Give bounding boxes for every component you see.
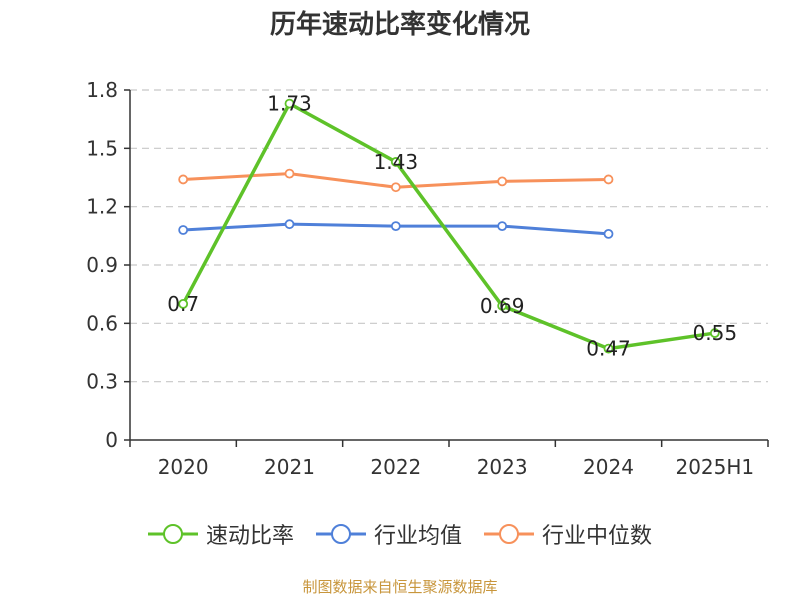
x-tick-label: 2024: [583, 455, 634, 479]
data-point: [497, 300, 508, 311]
data-point: [603, 174, 614, 185]
legend-swatch-industry-mean: [315, 524, 366, 544]
data-label: 0.7: [167, 292, 199, 316]
data-label: 1.43: [374, 150, 419, 174]
y-tick-label: 1.5: [86, 136, 118, 160]
x-tick-label: 2021: [264, 455, 315, 479]
data-label: 0.47: [586, 337, 631, 361]
data-point: [178, 225, 189, 235]
y-tick-label: 0.3: [86, 370, 118, 394]
data-point: [709, 328, 720, 338]
data-point: [390, 221, 401, 232]
data-point: [284, 168, 295, 179]
data-point: [178, 174, 189, 185]
data-point: [284, 98, 295, 109]
x-tick-label: 2023: [477, 455, 528, 479]
data-label: 0.69: [480, 294, 525, 318]
data-point: [390, 157, 401, 167]
legend-swatch-industry-median: [484, 524, 534, 544]
y-tick-label: 0.6: [86, 311, 118, 335]
data-point: [178, 298, 189, 309]
y-tick-label: 1.2: [86, 195, 118, 219]
x-tick-label: 2025H1: [675, 455, 754, 479]
chart-title: 历年速动比率变化情况: [269, 10, 530, 40]
legend-item-quick-ratio[interactable]: 速动比率: [147, 518, 294, 550]
data-point: [603, 343, 614, 354]
data-source-note: 制图数据来自恒生聚源数据库: [302, 578, 498, 596]
x-tick-label: 2020: [158, 455, 209, 479]
data-point: [497, 176, 508, 187]
data-point: [390, 182, 401, 193]
series-line: [181, 101, 716, 351]
legend-item-industry-mean[interactable]: 行业均值: [315, 518, 462, 550]
legend-label-industry-mean: 行业均值: [373, 524, 462, 549]
data-point: [603, 228, 614, 239]
legend-item-industry-median[interactable]: 行业中位数: [484, 518, 652, 550]
legend-label-industry-median: 行业中位数: [542, 524, 653, 549]
data-label: 1.73: [267, 92, 312, 116]
x-tick-label: 2022: [370, 455, 421, 479]
y-tick-label: 0.9: [86, 253, 118, 277]
legend-label-quick-ratio: 速动比率: [205, 524, 294, 549]
legend-swatch-quick-ratio: [147, 524, 198, 544]
y-tick-label: 0: [105, 428, 118, 452]
data-point: [497, 221, 508, 232]
data-point: [284, 219, 295, 230]
chart-legend: 速动比率 行业均值 行业中位数: [0, 518, 800, 550]
y-tick-label: 1.8: [86, 78, 118, 102]
data-label: 0.55: [693, 321, 738, 345]
